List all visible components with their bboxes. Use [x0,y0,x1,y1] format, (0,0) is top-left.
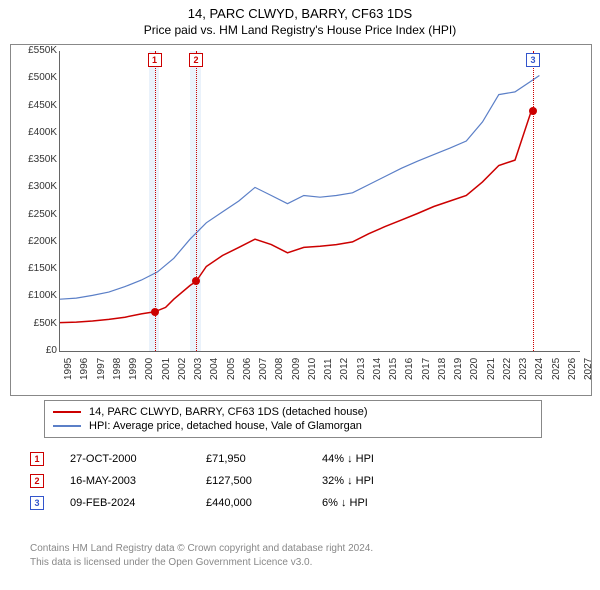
legend-swatch [53,411,81,413]
x-tick-label: 2019 [453,358,464,380]
footer-line2: This data is licensed under the Open Gov… [30,556,373,570]
x-tick-label: 2000 [144,358,155,380]
event-marker: 1 [148,53,162,67]
x-tick-label: 2018 [437,358,448,380]
legend-label: 14, PARC CLWYD, BARRY, CF63 1DS (detache… [89,406,368,418]
x-tick-label: 2010 [307,358,318,380]
event-price: £440,000 [206,497,296,509]
event-row: 2 16-MAY-2003 £127,500 32% ↓ HPI [30,470,432,492]
y-tick-label: £150K [13,263,57,274]
x-tick-label: 2025 [551,358,562,380]
x-tick-label: 2006 [242,358,253,380]
x-tick-label: 2008 [274,358,285,380]
event-marker: 3 [526,53,540,67]
series-hpi [60,76,539,300]
y-tick-label: £50K [13,318,57,329]
y-tick-label: £200K [13,236,57,247]
x-tick-label: 1995 [63,358,74,380]
y-tick-label: £450K [13,100,57,111]
y-tick-label: £500K [13,72,57,83]
series-svg [60,51,580,351]
legend-label: HPI: Average price, detached house, Vale… [89,420,362,432]
event-price: £127,500 [206,475,296,487]
x-tick-label: 2011 [323,358,334,380]
y-tick-label: £100K [13,290,57,301]
x-tick-label: 1998 [112,358,123,380]
x-tick-label: 2022 [502,358,513,380]
x-tick-label: 2009 [291,358,302,380]
y-tick-label: £250K [13,209,57,220]
x-tick-label: 2001 [161,358,172,380]
x-tick-label: 2003 [193,358,204,380]
footer-line1: Contains HM Land Registry data © Crown c… [30,542,373,556]
event-marker: 2 [189,53,203,67]
y-tick-label: £300K [13,181,57,192]
x-tick-label: 2013 [356,358,367,380]
x-tick-label: 1997 [96,358,107,380]
event-row: 3 09-FEB-2024 £440,000 6% ↓ HPI [30,492,432,514]
chart-container: 1 2 3 £0 £50K £100K £150K £200K £250K £300K £350K… [10,44,592,396]
event-date: 27-OCT-2000 [70,453,180,465]
x-tick-label: 2026 [567,358,578,380]
x-tick-label: 2021 [486,358,497,380]
x-tick-label: 2014 [372,358,383,380]
event-pct: 44% ↓ HPI [322,453,432,465]
x-tick-label: 2023 [518,358,529,380]
x-tick-label: 1996 [79,358,90,380]
footer: Contains HM Land Registry data © Crown c… [30,542,373,569]
y-tick-label: £350K [13,154,57,165]
x-tick-label: 2005 [226,358,237,380]
x-tick-label: 2016 [404,358,415,380]
x-tick-label: 1999 [128,358,139,380]
event-price: £71,950 [206,453,296,465]
x-tick-label: 2020 [469,358,480,380]
event-pct: 32% ↓ HPI [322,475,432,487]
event-point [529,107,537,115]
legend-swatch [53,425,81,427]
page-title: 14, PARC CLWYD, BARRY, CF63 1DS [0,0,600,21]
x-tick-label: 2027 [583,358,594,380]
y-tick-label: £400K [13,127,57,138]
event-date: 09-FEB-2024 [70,497,180,509]
event-row: 1 27-OCT-2000 £71,950 44% ↓ HPI [30,448,432,470]
legend-row: 14, PARC CLWYD, BARRY, CF63 1DS (detache… [53,405,533,419]
event-marker: 2 [30,474,44,488]
legend-row: HPI: Average price, detached house, Vale… [53,419,533,433]
y-tick-label: £0 [13,345,57,356]
event-marker: 3 [30,496,44,510]
event-pct: 6% ↓ HPI [322,497,432,509]
events-table: 1 27-OCT-2000 £71,950 44% ↓ HPI 2 16-MAY-2003… [30,448,432,514]
x-tick-label: 2024 [534,358,545,380]
legend: 14, PARC CLWYD, BARRY, CF63 1DS (detache… [44,400,542,438]
event-marker: 1 [30,452,44,466]
event-vline [196,51,197,351]
x-tick-label: 2007 [258,358,269,380]
x-tick-label: 2004 [209,358,220,380]
x-tick-label: 2012 [339,358,350,380]
x-tick-label: 2017 [421,358,432,380]
event-date: 16-MAY-2003 [70,475,180,487]
event-point [151,308,159,316]
y-tick-label: £550K [13,45,57,56]
page-subtitle: Price paid vs. HM Land Registry's House … [0,21,600,41]
event-point [192,277,200,285]
x-tick-label: 2002 [177,358,188,380]
event-vline [155,51,156,351]
plot-area: 1 2 3 [59,51,580,352]
x-tick-label: 2015 [388,358,399,380]
event-vline [533,51,534,351]
